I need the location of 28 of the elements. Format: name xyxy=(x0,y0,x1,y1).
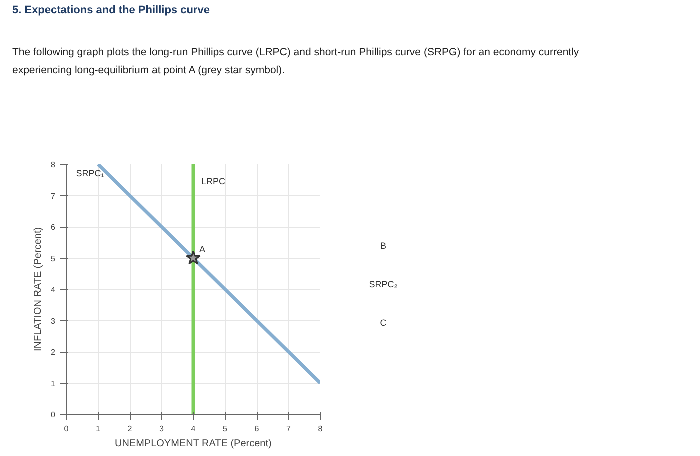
y-tick-label: 3 xyxy=(51,316,56,326)
x-tick-label: 4 xyxy=(191,424,196,434)
x-tick-label: 5 xyxy=(223,424,228,434)
y-tick-label: 1 xyxy=(51,379,56,388)
text: C xyxy=(380,318,388,328)
chart-title: 5. Expectations and the Phillips curve xyxy=(12,4,210,16)
series-label: SRPC₁ xyxy=(76,168,104,178)
x-tick-label: 6 xyxy=(254,424,260,434)
x-tick-label: 1 xyxy=(96,424,102,434)
text: SRPC₂ xyxy=(369,280,398,290)
y-tick-label: 8 xyxy=(51,160,56,170)
series-label: LRPC xyxy=(202,176,226,186)
series-label: A xyxy=(200,244,206,254)
x-tick-label: 7 xyxy=(286,424,292,434)
y-axis-title: INFLATION RATE (Percent) xyxy=(33,227,44,352)
x-axis-title: UNEMPLOYMENT RATE (Percent) xyxy=(114,438,272,450)
x-tick-label: 0 xyxy=(64,424,70,434)
y-tick-label: 0 xyxy=(51,410,56,420)
y-tick-label: 6 xyxy=(51,223,56,232)
x-tick-label: 2 xyxy=(128,424,133,434)
y-tick-label: 7 xyxy=(51,192,56,201)
text: B xyxy=(380,240,387,251)
y-tick-label: 4 xyxy=(51,286,56,294)
y-tick-label: 5 xyxy=(51,254,56,264)
x-tick-label: 8 xyxy=(318,424,324,434)
chart-subtitle: The following graph plots the long-run Phillips curve (LRPC) and short-run Phillips curve (SRPG) for an economy currently experiencing long-equilibrium at point A (grey star symbol). xyxy=(12,46,580,76)
x-tick-label: 3 xyxy=(160,424,165,434)
y-tick-label: 2 xyxy=(51,348,56,357)
